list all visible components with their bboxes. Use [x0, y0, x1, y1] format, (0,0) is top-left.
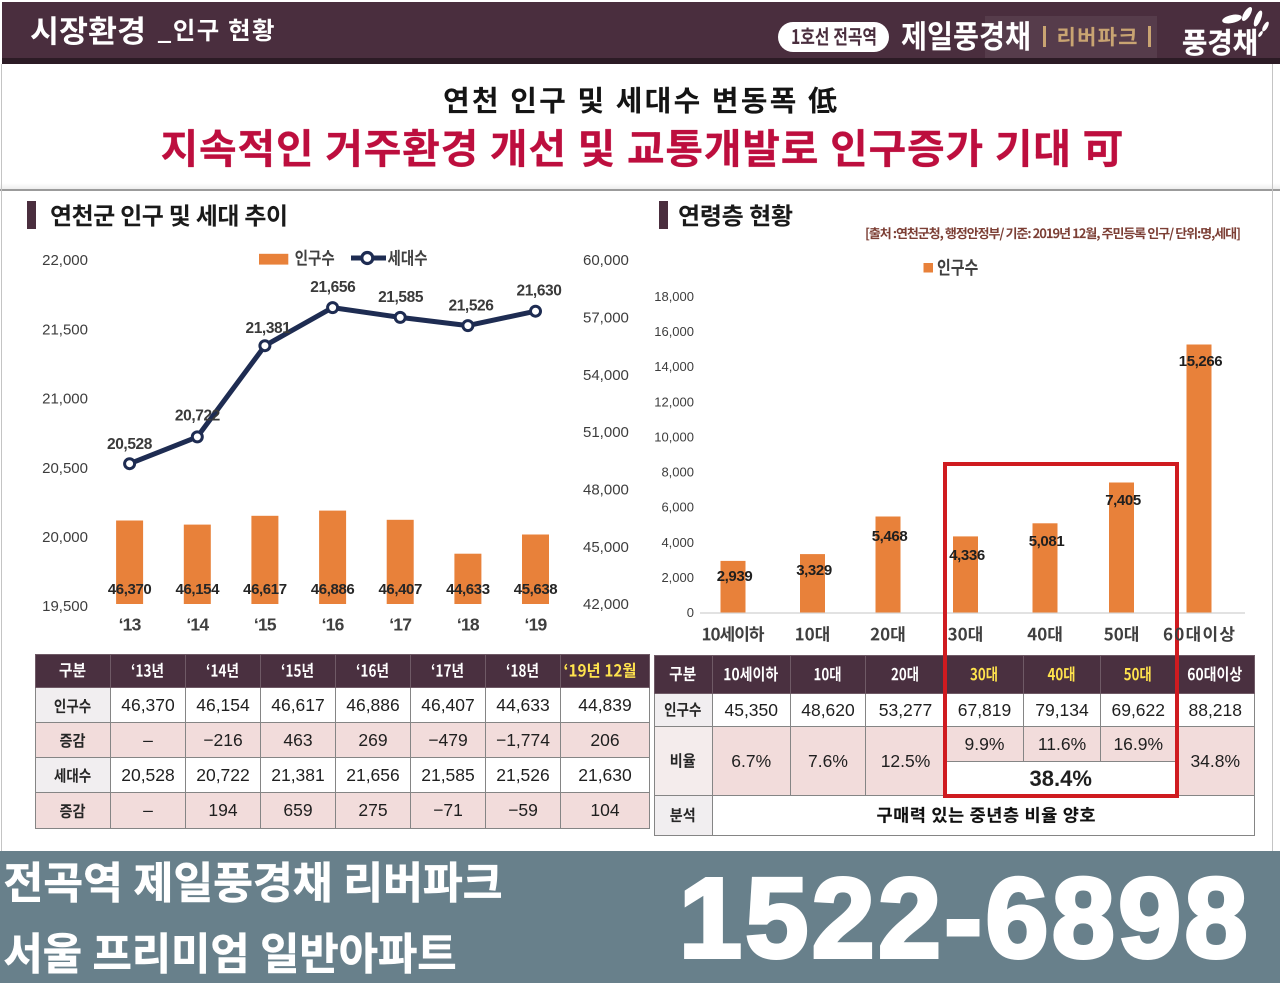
- svg-text:42,000: 42,000: [583, 596, 629, 613]
- svg-text:19,500: 19,500: [42, 598, 88, 615]
- svg-text:5,081: 5,081: [1029, 533, 1065, 550]
- svg-text:‘16: ‘16: [322, 615, 345, 635]
- svg-text:54,000: 54,000: [583, 367, 629, 384]
- svg-text:20,528: 20,528: [107, 436, 153, 453]
- svg-text:12,000: 12,000: [654, 394, 694, 409]
- svg-text:51,000: 51,000: [583, 424, 629, 441]
- svg-text:‘17: ‘17: [389, 615, 411, 635]
- svg-text:‘15: ‘15: [254, 615, 277, 635]
- svg-text:21,381: 21,381: [245, 320, 291, 337]
- svg-text:46,370: 46,370: [108, 581, 152, 598]
- svg-text:21,526: 21,526: [448, 297, 494, 314]
- svg-text:60,000: 60,000: [583, 252, 629, 269]
- svg-text:21,500: 21,500: [42, 321, 88, 338]
- svg-text:‘19: ‘19: [525, 615, 548, 635]
- svg-text:‘14: ‘14: [186, 615, 209, 635]
- svg-text:4,336: 4,336: [949, 547, 985, 564]
- svg-text:7,405: 7,405: [1105, 492, 1141, 509]
- svg-text:22,000: 22,000: [42, 252, 88, 269]
- svg-text:15,266: 15,266: [1179, 353, 1223, 370]
- svg-text:8,000: 8,000: [661, 465, 694, 480]
- svg-text:‘13: ‘13: [119, 615, 142, 635]
- svg-text:46,154: 46,154: [176, 581, 221, 598]
- svg-text:44,633: 44,633: [446, 581, 490, 598]
- svg-text:21,656: 21,656: [310, 279, 356, 296]
- svg-text:2,939: 2,939: [717, 568, 753, 585]
- svg-text:4,000: 4,000: [661, 535, 694, 550]
- svg-text:46,886: 46,886: [311, 581, 355, 598]
- svg-text:14,000: 14,000: [654, 359, 694, 374]
- svg-text:6,000: 6,000: [661, 500, 694, 515]
- svg-text:5,468: 5,468: [872, 528, 908, 545]
- svg-text:45,000: 45,000: [583, 539, 629, 556]
- svg-text:21,630: 21,630: [516, 283, 561, 300]
- svg-text:45,638: 45,638: [514, 581, 558, 598]
- svg-text:16,000: 16,000: [654, 324, 694, 339]
- svg-text:0: 0: [687, 605, 694, 620]
- svg-text:18,000: 18,000: [654, 289, 694, 304]
- svg-text:‘18: ‘18: [457, 615, 480, 635]
- svg-text:21,000: 21,000: [42, 391, 88, 408]
- svg-text:46,407: 46,407: [378, 581, 422, 598]
- svg-text:20,722: 20,722: [175, 408, 220, 425]
- svg-text:20,000: 20,000: [42, 529, 88, 546]
- svg-text:48,000: 48,000: [583, 482, 629, 499]
- svg-text:21,585: 21,585: [378, 289, 424, 306]
- svg-text:2,000: 2,000: [661, 570, 694, 585]
- svg-text:57,000: 57,000: [583, 310, 629, 327]
- svg-text:3,329: 3,329: [796, 562, 832, 579]
- svg-text:10,000: 10,000: [654, 429, 694, 444]
- svg-text:46,617: 46,617: [243, 581, 287, 598]
- svg-text:20,500: 20,500: [42, 460, 88, 477]
